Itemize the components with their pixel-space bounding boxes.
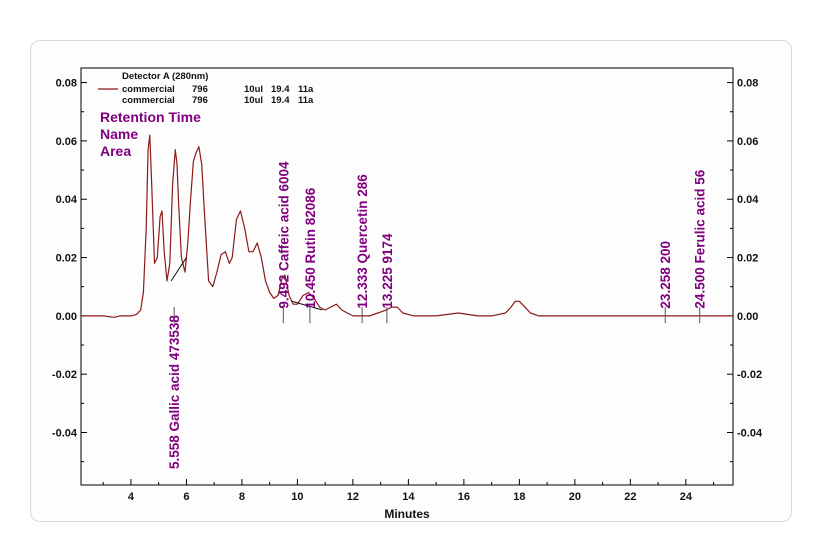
- x-axis-title: Minutes: [384, 507, 430, 521]
- integration-baseline: [170, 257, 187, 282]
- legend-entry-source: commercial: [122, 95, 175, 106]
- peak-label: 12.333 Quercetin 286: [355, 174, 370, 309]
- axes-layer: 4 6 8 10 12 14 16 18 20 22 24 0.08 0.08 0.06 0.06 0.04 0…: [52, 67, 763, 521]
- x-tick-label: 4: [128, 491, 135, 503]
- plot-frame: [80, 67, 734, 486]
- y-left-tick-label: 0.06: [56, 136, 77, 148]
- legend-entry-volume: 10ul: [244, 84, 263, 95]
- series-layer: [81, 134, 733, 318]
- peak-label: 24.500 Ferulic acid 56: [693, 169, 708, 308]
- x-tick-label: 8: [239, 491, 245, 503]
- peak-label-header: Name: [100, 126, 138, 142]
- x-tick-label: 10: [291, 491, 303, 503]
- y-right-tick-label: 0.02: [737, 253, 758, 265]
- y-left-tick-label: -0.04: [52, 428, 78, 440]
- x-tick-label: 22: [624, 491, 636, 503]
- legend-header: Detector A (280nm): [122, 71, 208, 82]
- y-right-tick-label: -0.04: [737, 428, 763, 440]
- peak-label: 13.225 9174: [380, 233, 395, 309]
- x-tick-label: 20: [569, 491, 581, 503]
- chart-card: [30, 40, 792, 522]
- peak-label-header: Retention Time: [100, 109, 201, 125]
- integration-baseline: [291, 300, 323, 311]
- x-tick-label: 18: [513, 491, 525, 503]
- peak-label: 5.558 Gallic acid 473538: [167, 315, 182, 469]
- x-tick-label: 12: [347, 491, 359, 503]
- legend-entry-value: 19.4: [271, 95, 290, 106]
- legend-entry-code: 11a: [298, 95, 314, 106]
- x-tick-label: 6: [183, 491, 189, 503]
- y-right-tick-label: 0.04: [737, 194, 759, 206]
- y-left-tick-label: 0.08: [56, 78, 77, 90]
- legend-entry-source: commercial: [122, 84, 175, 95]
- peak-label-header: Area: [100, 143, 131, 159]
- peak-label: 9.492 Caffeic acid 6004: [276, 161, 291, 309]
- legend-entry-volume: 10ul: [244, 95, 263, 106]
- peak-label: 23.258 200: [658, 241, 673, 309]
- peak-labels-layer: 5.558 Gallic acid 473538 9.492 Caffeic ac…: [100, 109, 708, 469]
- y-left-tick-label: 0.04: [56, 194, 78, 206]
- legend-entry-value: 19.4: [271, 84, 290, 95]
- y-right-tick-label: 0.00: [737, 311, 758, 323]
- y-right-tick-label: 0.08: [737, 78, 758, 90]
- x-tick-label: 16: [458, 491, 470, 503]
- legend-entry-id: 796: [192, 84, 208, 95]
- y-left-tick-label: 0.02: [56, 253, 77, 265]
- y-left-tick-label: 0.00: [56, 311, 77, 323]
- legend: Detector A (280nm)commercial 796 10ul 19.4 1…: [98, 71, 314, 106]
- legend-entry-code: 11a: [298, 84, 314, 95]
- series-line: [81, 134, 733, 318]
- peak-label: 10.450 Rutin 82086: [303, 187, 318, 308]
- x-tick-label: 24: [680, 491, 693, 503]
- y-right-tick-label: 0.06: [737, 136, 758, 148]
- x-tick-label: 14: [402, 491, 415, 503]
- y-left-tick-label: -0.02: [52, 369, 77, 381]
- legend-entry-id: 796: [192, 95, 208, 106]
- y-right-tick-label: -0.02: [737, 369, 762, 381]
